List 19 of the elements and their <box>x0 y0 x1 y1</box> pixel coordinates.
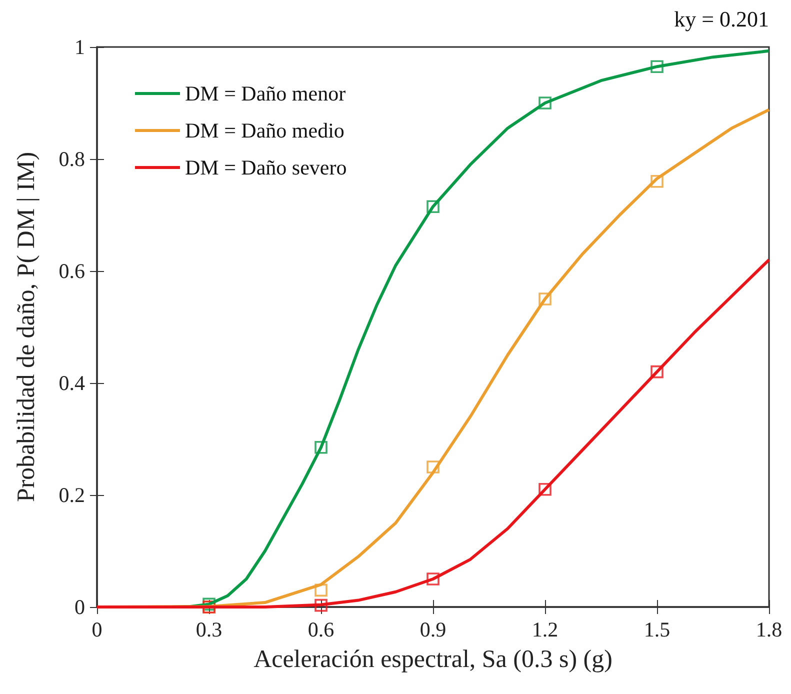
legend-label: DM = Daño menor <box>185 82 346 106</box>
y-tick-label: 0.2 <box>58 483 85 507</box>
y-tick-label: 0.8 <box>58 147 85 171</box>
x-tick-label: 0.3 <box>196 618 222 642</box>
y-axis-title: Probabilidad de daño, P( DM | IM) <box>13 152 40 502</box>
x-tick-label: 0.9 <box>420 618 446 642</box>
legend-label: DM = Daño severo <box>185 156 347 180</box>
x-tick-label: 1.2 <box>532 618 558 642</box>
y-tick-label: 0 <box>74 595 85 619</box>
x-tick-label: 0.6 <box>308 618 334 642</box>
legend-label: DM = Daño medio <box>185 118 344 142</box>
y-tick-label: 0.4 <box>58 371 86 395</box>
text: ky = 0.201 <box>674 6 770 32</box>
x-tick-label: 1.8 <box>756 618 782 642</box>
x-axis-title: Aceleración espectral, Sa (0.3 s) (g) <box>254 646 612 673</box>
x-tick-label: 1.5 <box>644 618 670 642</box>
x-tick-label: 0 <box>92 618 102 642</box>
y-tick-label: 0.6 <box>58 259 85 283</box>
y-tick-label: 1 <box>74 35 85 59</box>
